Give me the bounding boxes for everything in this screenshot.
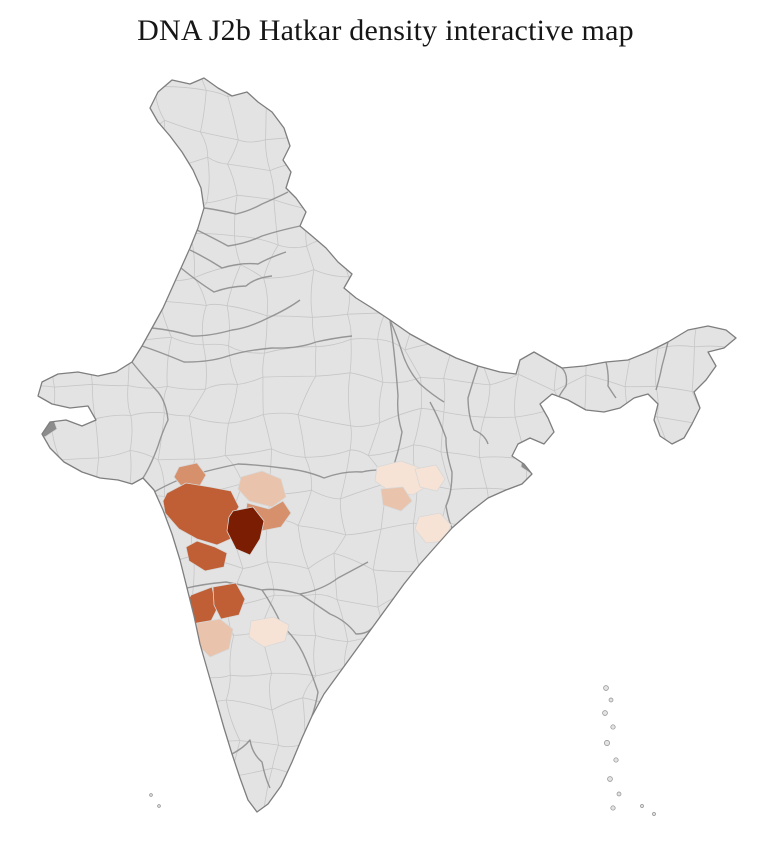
island-dot [607, 776, 613, 782]
india-outline [37, 77, 737, 813]
district-region-13[interactable] [414, 464, 446, 492]
island-dot [613, 757, 619, 763]
island-dot [149, 793, 153, 797]
district-region-3[interactable] [237, 470, 287, 508]
district-region-6[interactable] [185, 540, 228, 572]
island-dot [640, 804, 644, 808]
india-landmass [38, 78, 736, 812]
island-dot [602, 710, 608, 716]
island-dot [603, 685, 609, 691]
district-region-12[interactable] [380, 486, 413, 512]
island-dot [616, 791, 622, 797]
island-dot [604, 740, 610, 746]
island-dot [652, 812, 656, 816]
district-region-5[interactable] [226, 506, 265, 556]
district-region-10[interactable] [248, 616, 290, 648]
density-regions [38, 414, 542, 658]
district-region-8[interactable] [212, 582, 246, 620]
island-dot [610, 805, 616, 811]
island-dot [608, 697, 614, 703]
island-dot [610, 724, 616, 730]
island-dot [157, 804, 161, 808]
map-title: DNA J2b Hatkar density interactive map [137, 14, 634, 47]
